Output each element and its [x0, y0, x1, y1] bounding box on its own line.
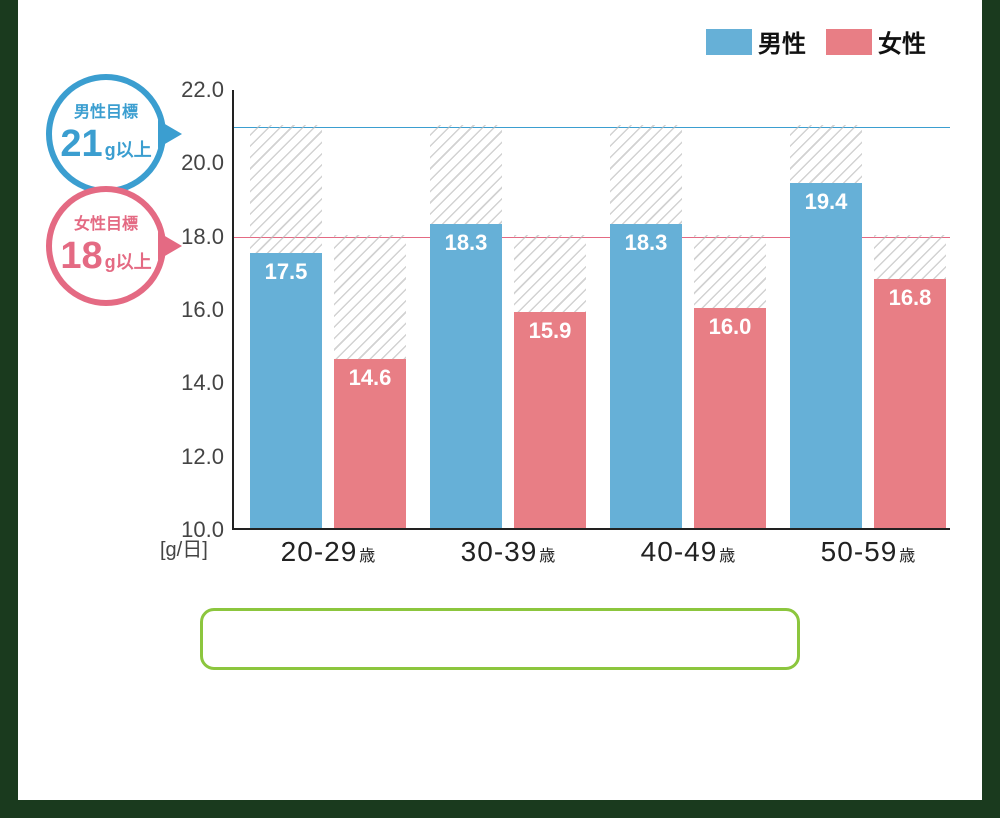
target-badge-male-pointer [158, 120, 182, 148]
bar-female: 14.6 [334, 359, 406, 528]
target-badge-female-unit: g以上 [105, 248, 152, 274]
bar-group: 19.4 16.8 [790, 88, 946, 528]
bar-value-label: 16.8 [874, 285, 946, 311]
bar-male: 19.4 [790, 183, 862, 528]
target-badge-male-unit: g以上 [105, 136, 152, 162]
x-axis [232, 528, 950, 530]
y-tick: 14.0 [168, 370, 224, 396]
bar-group: 18.3 15.9 [430, 88, 586, 528]
target-badge-male-title: 男性目標 [74, 105, 138, 121]
x-axis-label: 50-59歳 [821, 536, 916, 568]
bar-value-label: 16.0 [694, 314, 766, 340]
bar-value-label: 17.5 [250, 259, 322, 285]
chart-plot: [g/日] 10.012.014.016.018.020.022.017.514… [232, 90, 950, 530]
y-tick: 18.0 [168, 224, 224, 250]
target-badge-female-title: 女性目標 [74, 217, 138, 233]
bar-value-label: 18.3 [610, 230, 682, 256]
target-badge-female-value: 18 [60, 237, 102, 275]
info-button[interactable] [200, 608, 800, 670]
bar-value-label: 18.3 [430, 230, 502, 256]
bar-value-label: 19.4 [790, 189, 862, 215]
target-badge-male-value: 21 [60, 125, 102, 163]
bar-male: 17.5 [250, 253, 322, 528]
frame-bottom [0, 800, 1000, 818]
legend-label-female: 女性 [878, 24, 926, 59]
bar-value-label: 14.6 [334, 365, 406, 391]
y-tick: 12.0 [168, 444, 224, 470]
legend-swatch-male [706, 29, 752, 55]
bar-male: 18.3 [430, 224, 502, 528]
y-tick: 16.0 [168, 297, 224, 323]
y-tick: 20.0 [168, 150, 224, 176]
chart-legend: 男性 女性 [706, 24, 940, 59]
frame-right [982, 0, 1000, 818]
y-axis [232, 90, 234, 530]
legend-swatch-female [826, 29, 872, 55]
x-axis-label: 30-39歳 [461, 536, 556, 568]
frame-left [0, 0, 18, 818]
target-badge-female: 女性目標 18 g以上 [46, 186, 166, 306]
bar-male: 18.3 [610, 224, 682, 528]
bar-female: 15.9 [514, 312, 586, 528]
bar-female: 16.0 [694, 308, 766, 528]
bar-value-label: 15.9 [514, 318, 586, 344]
bar-group: 18.3 16.0 [610, 88, 766, 528]
x-axis-label: 20-29歳 [281, 536, 376, 568]
x-axis-label: 40-49歳 [641, 536, 736, 568]
bar-female: 16.8 [874, 279, 946, 528]
target-badge-male: 男性目標 21 g以上 [46, 74, 166, 194]
y-tick: 10.0 [168, 517, 224, 543]
bar-group: 17.5 14.6 [250, 88, 406, 528]
y-tick: 22.0 [168, 77, 224, 103]
legend-label-male: 男性 [758, 24, 806, 59]
